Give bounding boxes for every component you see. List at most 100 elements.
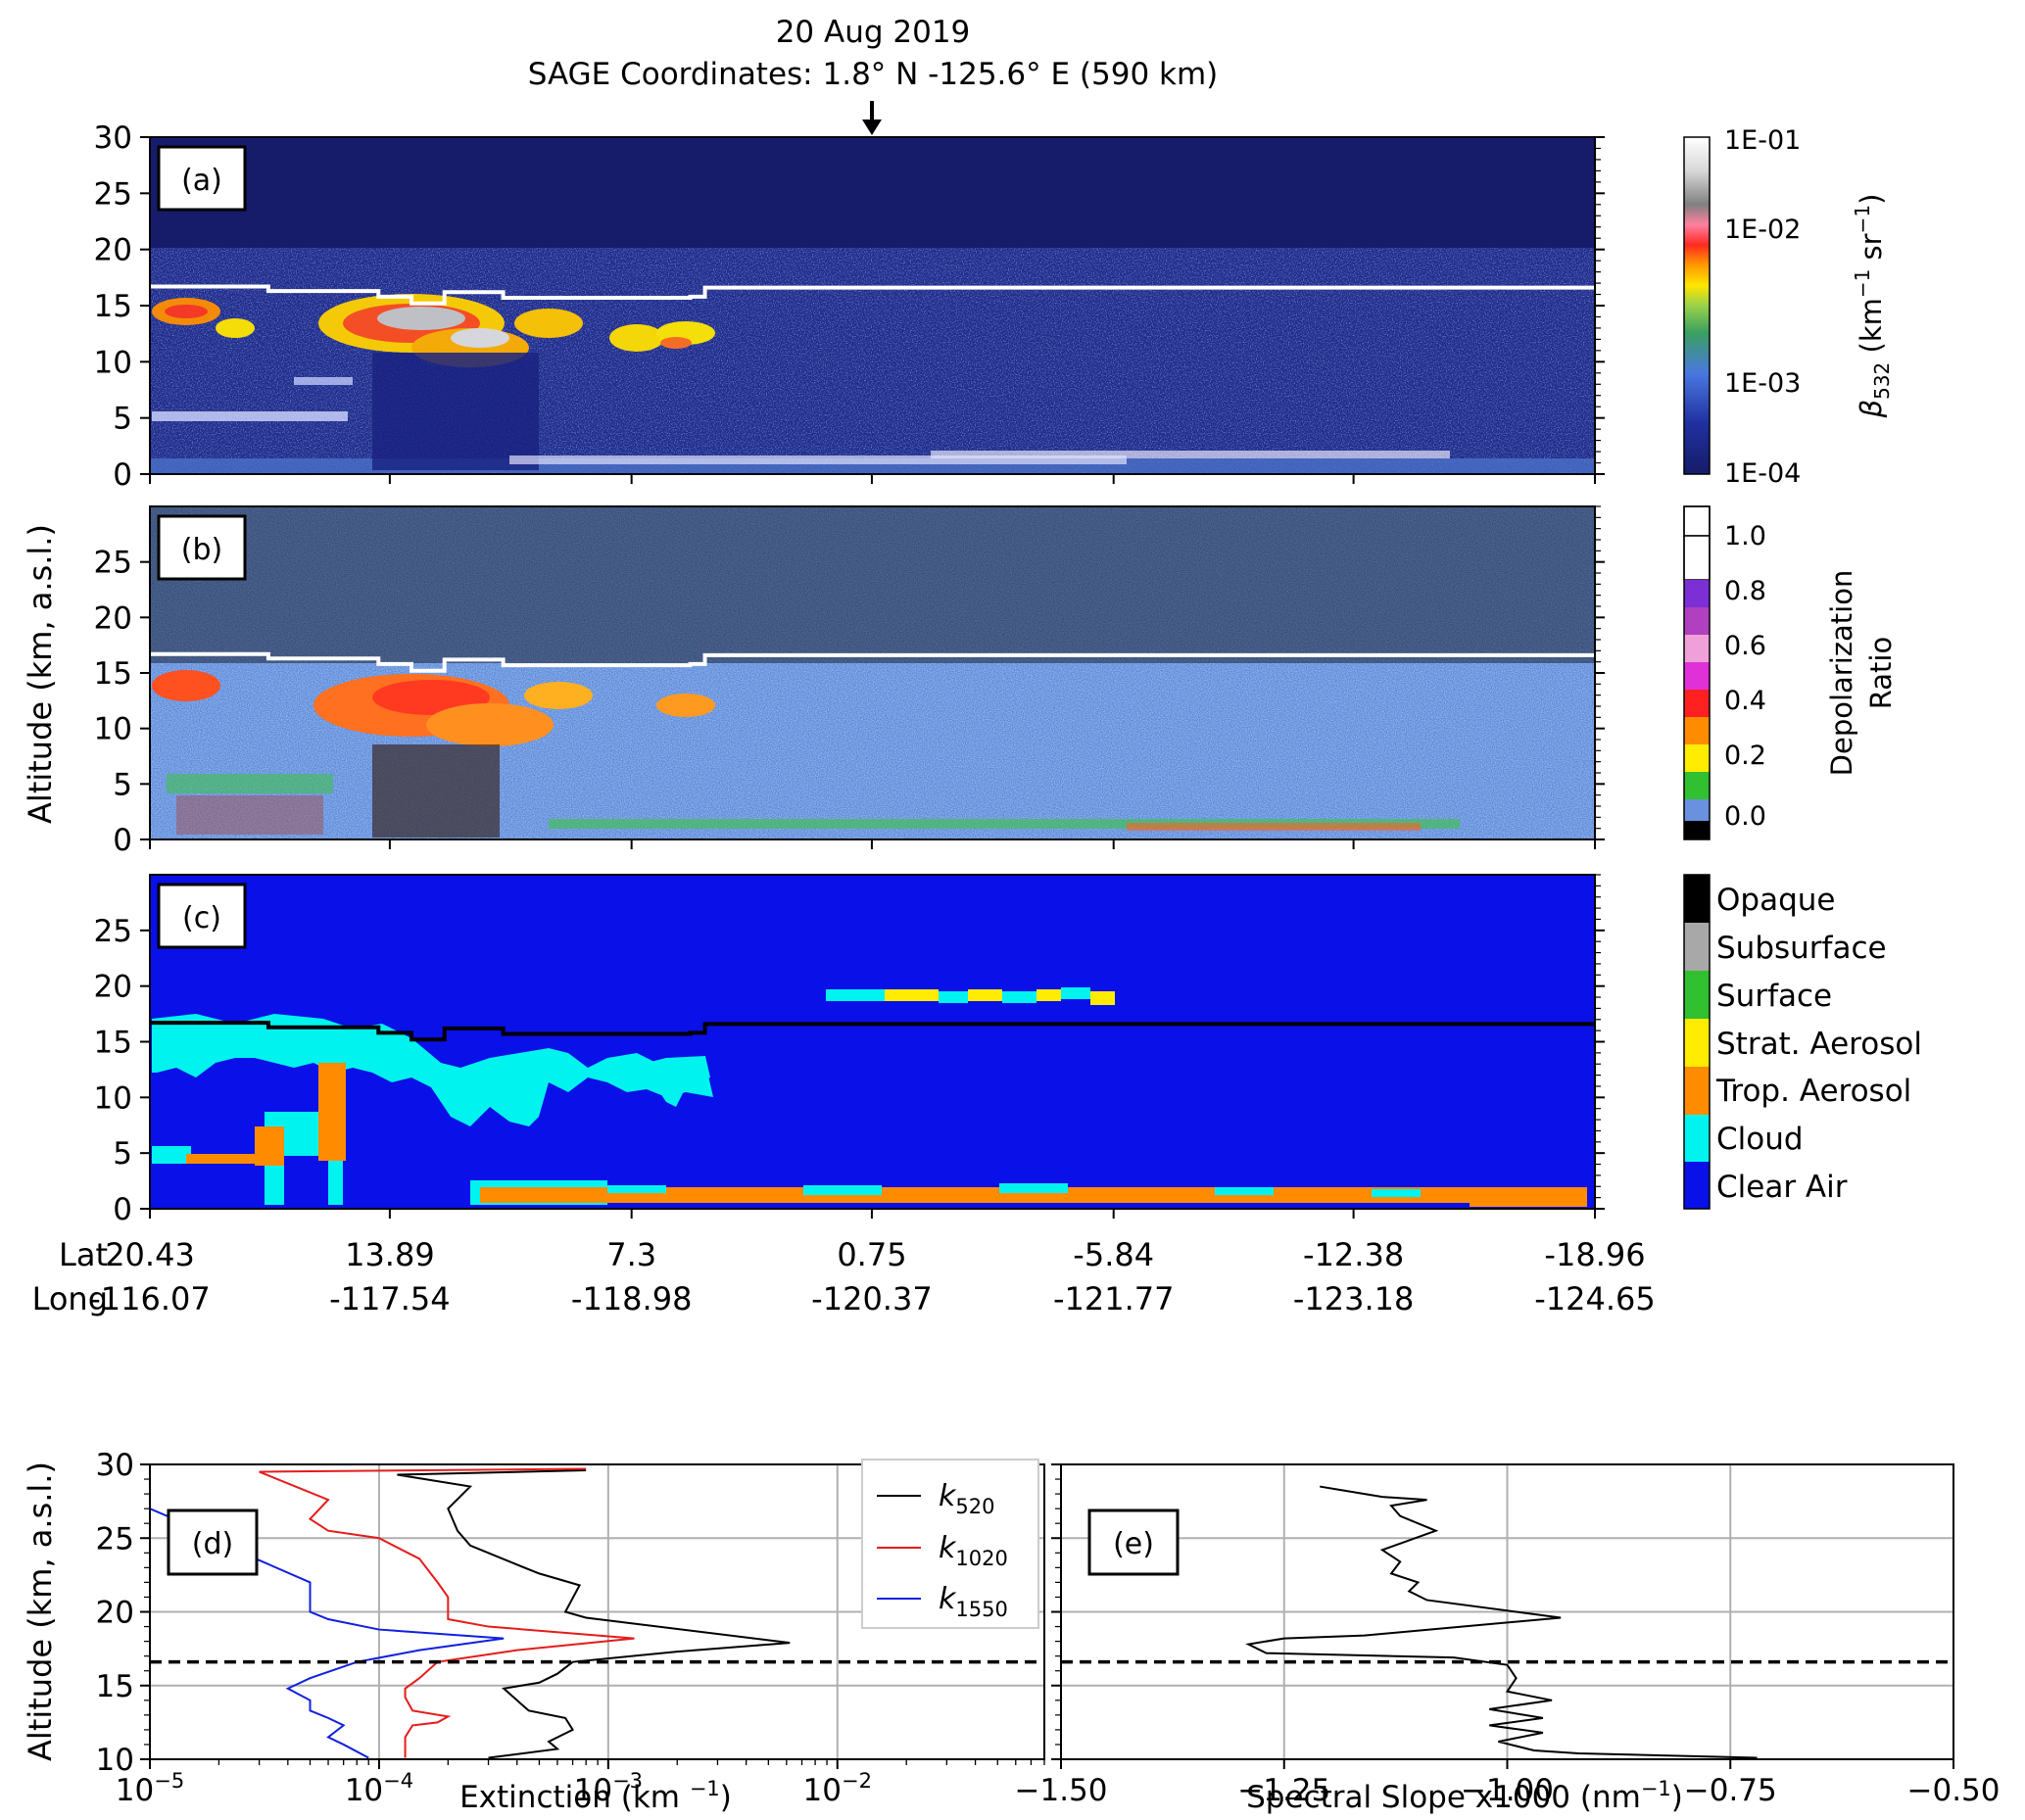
panel-c-y-axis: 0 5 10 15 20 25 (94, 874, 1605, 1227)
colorbar-b-label: Ratio (1864, 637, 1898, 709)
panel-a-colorbar: 1E-01 1E-02 1E-03 1E-04 β532 (km−1 sr−1) (1683, 125, 1894, 489)
colorbar-b-tick: 0.2 (1724, 741, 1766, 771)
class-label-strat-aerosol: Strat. Aerosol (1716, 1027, 1922, 1062)
x-tick-long: -121.77 (1053, 1280, 1175, 1317)
class-label-cloud: Cloud (1716, 1122, 1804, 1157)
class-label-trop-aerosol: Trop. Aerosol (1715, 1074, 1911, 1109)
panel-c: (c) 0 5 10 15 20 25 20.43 -116.07 13.89 -117.54 7… (32, 474, 1922, 1317)
svg-text:(e): (e) (1113, 1527, 1154, 1561)
panel-e: (e) −1.50 −1.25 −1.00 −0.75 −0.50 Spectral S… (1015, 1463, 2001, 1815)
panel-b-cloud-features (152, 670, 1460, 838)
svg-text:(c): (c) (182, 901, 221, 935)
panel-c-strat-aerosol-layer (826, 987, 1115, 1005)
y-tick-label: 20 (94, 233, 132, 268)
panel-b: (b) 0 5 10 15 20 25 1.0 0.8 0.6 0.4 0.2 0.0 D… (94, 505, 1898, 858)
header-coordinates: SAGE Coordinates: 1.8° N -125.6° E (590 … (528, 57, 1219, 92)
y-tick-label: 10 (94, 1080, 132, 1116)
series-line-slope (1245, 1485, 1758, 1759)
series-line-k520 (397, 1469, 791, 1759)
panel-d-y-label: Altitude (km, a.s.l.) (22, 1461, 59, 1761)
x-tick-label: −1.50 (1015, 1773, 1108, 1808)
panel-c-class-colorbar: Opaque Subsurface Surface Strat. Aerosol… (1683, 874, 1922, 1210)
svg-text:(a): (a) (181, 164, 222, 198)
x-tick-long: -124.65 (1534, 1280, 1656, 1317)
y-tick-label: 20 (94, 600, 132, 636)
panel-c-label: (c) (157, 883, 247, 949)
y-tick-label: 10 (96, 1743, 134, 1778)
y-tick-label: 15 (96, 1669, 134, 1704)
y-tick-label: 25 (94, 176, 132, 212)
colorbar-b-label: Depolarization (1825, 570, 1858, 777)
panel-b-colorbar: 1.0 0.8 0.6 0.4 0.2 0.0 Depolarization R… (1683, 505, 1898, 840)
panel-b-label: (b) (157, 514, 247, 581)
panel-b-y-axis: 0 5 10 15 20 25 (94, 505, 1605, 858)
x-tick-label: −1.25 (1237, 1773, 1330, 1808)
x-tick-label: −0.50 (1907, 1773, 2001, 1808)
panel-d: (d) 10−5 10−4 10−3 10−2 10 15 20 25 30 k520 k102… (22, 1448, 1045, 1815)
colorbar-b-tick: 0.8 (1724, 576, 1766, 606)
class-label-clear-air: Clear Air (1716, 1170, 1848, 1205)
panel-d-axes: 10−5 10−4 10−3 10−2 10 15 20 25 30 (96, 1448, 1045, 1808)
panel-a-label: (a) (157, 145, 247, 212)
x-tick-long: -120.37 (811, 1280, 933, 1317)
panel-d-legend: k520 k1020 k1550 (861, 1459, 1039, 1629)
legend-k1550: k1550 (939, 1582, 1008, 1621)
panel-e-label: (e) (1087, 1509, 1180, 1576)
x-tick-lat: 13.89 (345, 1236, 435, 1273)
y-tick-label: 20 (96, 1596, 134, 1631)
panel-a: (a) 0 5 10 15 20 25 30 1E-01 1E-02 1E-03 1E-04… (94, 120, 1894, 493)
x-tick-lat: -5.84 (1073, 1236, 1154, 1273)
colorbar-a-tick: 1E-03 (1724, 368, 1801, 399)
y-tick-label: 30 (94, 120, 132, 156)
class-label-subsurface: Subsurface (1716, 931, 1887, 966)
colorbar-a-label: β532 (km−1 sr−1) (1851, 194, 1894, 419)
y-tick-label: 25 (94, 914, 132, 949)
panel-d-series (150, 1467, 791, 1759)
y-tick-label: 30 (96, 1448, 134, 1483)
y-tick-label: 5 (113, 767, 132, 802)
x-header-long: Long (32, 1280, 108, 1317)
colorbar-b-tick: 0.4 (1724, 686, 1766, 716)
y-tick-label: 15 (94, 1026, 132, 1061)
x-tick-long: -116.07 (89, 1280, 211, 1317)
x-tick-lat: 20.43 (105, 1236, 195, 1273)
panel-c-trop-aerosol-regions (186, 1063, 1587, 1207)
x-tick-label: 10−4 (345, 1769, 413, 1808)
y-tick-label: 15 (94, 656, 132, 692)
panel-c-cloud-surface-bits (607, 1183, 1421, 1197)
colorbar-b-tick: 0.6 (1724, 631, 1766, 661)
y-tick-label: 25 (94, 546, 132, 581)
panel-b-tropopause-line (150, 651, 1595, 673)
x-tick-long: -117.54 (329, 1280, 451, 1317)
header-date: 20 Aug 2019 (776, 15, 971, 50)
x-header-lat: Lat (59, 1236, 108, 1273)
legend-k520: k520 (939, 1479, 994, 1518)
panel-d-label: (d) (167, 1509, 259, 1576)
x-tick-label: 10−5 (116, 1769, 184, 1808)
class-label-surface: Surface (1716, 979, 1832, 1014)
y-tick-label: 5 (113, 1136, 132, 1172)
x-tick-label: 10−3 (574, 1769, 643, 1808)
y-tick-label: 0 (113, 457, 132, 493)
y-tick-label: 25 (96, 1521, 134, 1557)
x-tick-lat: -18.96 (1544, 1236, 1645, 1273)
y-tick-label: 0 (113, 823, 132, 858)
panel-a-cloud-features (152, 294, 1450, 470)
panel-d-x-label: Extinction (km −1) (459, 1777, 732, 1815)
x-tick-long: -123.18 (1293, 1280, 1415, 1317)
y-tick-label: 10 (94, 712, 132, 747)
colorbar-b-tick: 1.0 (1724, 521, 1766, 551)
panel-e-axes: −1.50 −1.25 −1.00 −0.75 −0.50 (1015, 1463, 2001, 1808)
svg-text:(b): (b) (181, 533, 222, 567)
series-line-k1020 (259, 1467, 635, 1758)
panel-e-series (1245, 1485, 1758, 1759)
colorbar-a-tick: 1E-04 (1724, 458, 1801, 489)
colorbar-a-tick: 1E-01 (1724, 125, 1801, 156)
y-tick-label: 20 (94, 970, 132, 1005)
x-tick-lat: -12.38 (1303, 1236, 1404, 1273)
colorbar-b-tick: 0.0 (1724, 801, 1766, 832)
panel-c-x-axis: 20.43 -116.07 13.89 -117.54 7.3 -118.98 0.75 -1… (89, 474, 1656, 1317)
y-tick-label: 0 (113, 1192, 132, 1227)
panel-a-y-axis: 0 5 10 15 20 25 30 (94, 120, 1605, 493)
